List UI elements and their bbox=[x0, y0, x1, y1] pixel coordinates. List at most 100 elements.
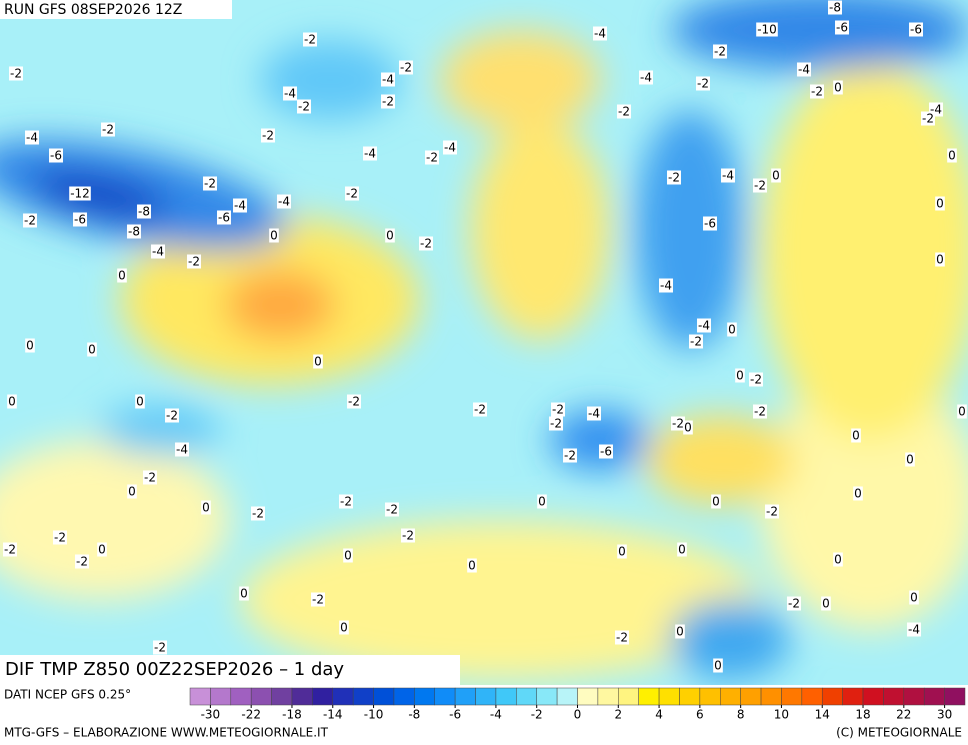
contour-label: -2 bbox=[4, 543, 16, 557]
contour-label-box bbox=[385, 502, 399, 517]
colorbar-swatch bbox=[862, 687, 884, 706]
contour-label: -4 bbox=[26, 131, 38, 145]
run-title: RUN GFS 08SEP2026 12Z bbox=[4, 2, 182, 18]
contour-label-box bbox=[615, 630, 629, 645]
contour-label-box bbox=[385, 228, 395, 243]
contour-label-box bbox=[587, 406, 601, 421]
contour-label: -2 bbox=[754, 179, 766, 193]
contour-label-box bbox=[401, 528, 415, 543]
contour-label-box bbox=[935, 196, 945, 211]
contour-label: -8 bbox=[138, 205, 150, 219]
contour-label-box bbox=[667, 170, 681, 185]
contour-label-box bbox=[425, 150, 439, 165]
colorbar-swatch bbox=[352, 687, 374, 706]
contour-label: -2 bbox=[382, 95, 394, 109]
contour-label: 0 bbox=[202, 501, 210, 515]
colorbar-tick-label: -8 bbox=[408, 708, 420, 722]
colorbar-swatch bbox=[332, 687, 354, 706]
contour-label: -2 bbox=[204, 177, 216, 191]
colorbar-swatch bbox=[679, 687, 701, 706]
contour-label: 0 bbox=[240, 587, 248, 601]
colorbar-tick-label: -6 bbox=[449, 708, 461, 722]
contour-label-box bbox=[343, 548, 353, 563]
contour-label: -4 bbox=[284, 87, 296, 101]
contour-label: -4 bbox=[176, 443, 188, 457]
contour-label-box bbox=[549, 416, 563, 431]
contour-label-box bbox=[711, 494, 721, 509]
contour-label: 0 bbox=[98, 543, 106, 557]
contour-label: -6 bbox=[910, 23, 922, 37]
contour-label: -4 bbox=[588, 407, 600, 421]
footer-right: (C) METEOGIORNALE bbox=[836, 726, 962, 740]
contour-label: -2 bbox=[262, 129, 274, 143]
contour-label-box bbox=[165, 408, 179, 423]
contour-label: 0 bbox=[270, 229, 278, 243]
contour-label: 0 bbox=[538, 495, 546, 509]
colorbar-swatch bbox=[312, 687, 334, 706]
colorbar-tick-label: -10 bbox=[364, 708, 384, 722]
contour-label: 0 bbox=[854, 487, 862, 501]
colorbar-tick-label: 0 bbox=[574, 708, 582, 722]
contour-label-box bbox=[127, 484, 137, 499]
contour-label-box bbox=[563, 448, 577, 463]
contour-label: -2 bbox=[298, 100, 310, 114]
contour-label: 0 bbox=[618, 545, 626, 559]
contour-label-box bbox=[905, 452, 915, 467]
colorbar-swatch bbox=[516, 687, 537, 706]
contour-label: -2 bbox=[811, 85, 823, 99]
contour-label-box bbox=[833, 80, 843, 95]
contour-label-box bbox=[363, 146, 377, 161]
footer-left: MTG-GFS – ELABORAZIONE WWW.METEOGIORNALE… bbox=[4, 726, 329, 740]
contour-label-box bbox=[127, 224, 141, 239]
contour-label-box bbox=[303, 32, 317, 47]
contour-label-box bbox=[909, 22, 923, 37]
contour-label-box bbox=[677, 542, 687, 557]
contour-label: -4 bbox=[152, 245, 164, 259]
colorbar-tick-label: -14 bbox=[323, 708, 343, 722]
contour-label-box bbox=[151, 244, 165, 259]
contour-label: -2 bbox=[788, 597, 800, 611]
contour-label-box bbox=[921, 111, 935, 126]
contour-label-box bbox=[833, 552, 843, 567]
contour-label: -2 bbox=[386, 503, 398, 517]
contour-label: -2 bbox=[24, 214, 36, 228]
colorbar-tick-label: 6 bbox=[696, 708, 704, 722]
contour-label: -6 bbox=[836, 21, 848, 35]
colorbar-swatch bbox=[454, 687, 476, 706]
contour-label-box bbox=[935, 252, 945, 267]
contour-label-box bbox=[25, 130, 39, 145]
contour-label: -4 bbox=[364, 147, 376, 161]
contour-label-box bbox=[87, 342, 97, 357]
colorbar-swatch bbox=[801, 687, 823, 706]
contour-label: 0 bbox=[136, 395, 144, 409]
field-box bbox=[0, 655, 460, 685]
contour-label: -4 bbox=[594, 27, 606, 41]
contour-label-box bbox=[851, 428, 861, 443]
contour-label: -6 bbox=[218, 211, 230, 225]
contour-label: 0 bbox=[684, 421, 692, 435]
contour-label: -2 bbox=[426, 151, 438, 165]
colorbar-tick-label: 4 bbox=[655, 708, 663, 722]
contour-label: -4 bbox=[234, 199, 246, 213]
contour-label: -6 bbox=[50, 149, 62, 163]
contour-label-box bbox=[399, 60, 413, 75]
colorbar-tick-label: -30 bbox=[201, 708, 221, 722]
contour-label-box bbox=[23, 213, 37, 228]
contour-label: 0 bbox=[88, 343, 96, 357]
contour-label: -2 bbox=[420, 237, 432, 251]
contour-label-box bbox=[261, 128, 275, 143]
contour-label: -4 bbox=[798, 63, 810, 77]
colorbar-swatch bbox=[883, 687, 905, 706]
colorbar-tick-label: 22 bbox=[896, 708, 911, 722]
contour-label-box bbox=[53, 530, 67, 545]
contour-label-box bbox=[797, 62, 811, 77]
contour-label-box bbox=[821, 596, 831, 611]
contour-label-box bbox=[117, 268, 127, 283]
contour-label-box bbox=[233, 198, 247, 213]
contour-label: -2 bbox=[922, 112, 934, 126]
field-title: DIF TMP Z850 00Z22SEP2026 – 1 day bbox=[5, 659, 344, 680]
contour-label-box bbox=[101, 122, 115, 137]
contour-label: -2 bbox=[102, 123, 114, 137]
contour-label: -2 bbox=[552, 403, 564, 417]
